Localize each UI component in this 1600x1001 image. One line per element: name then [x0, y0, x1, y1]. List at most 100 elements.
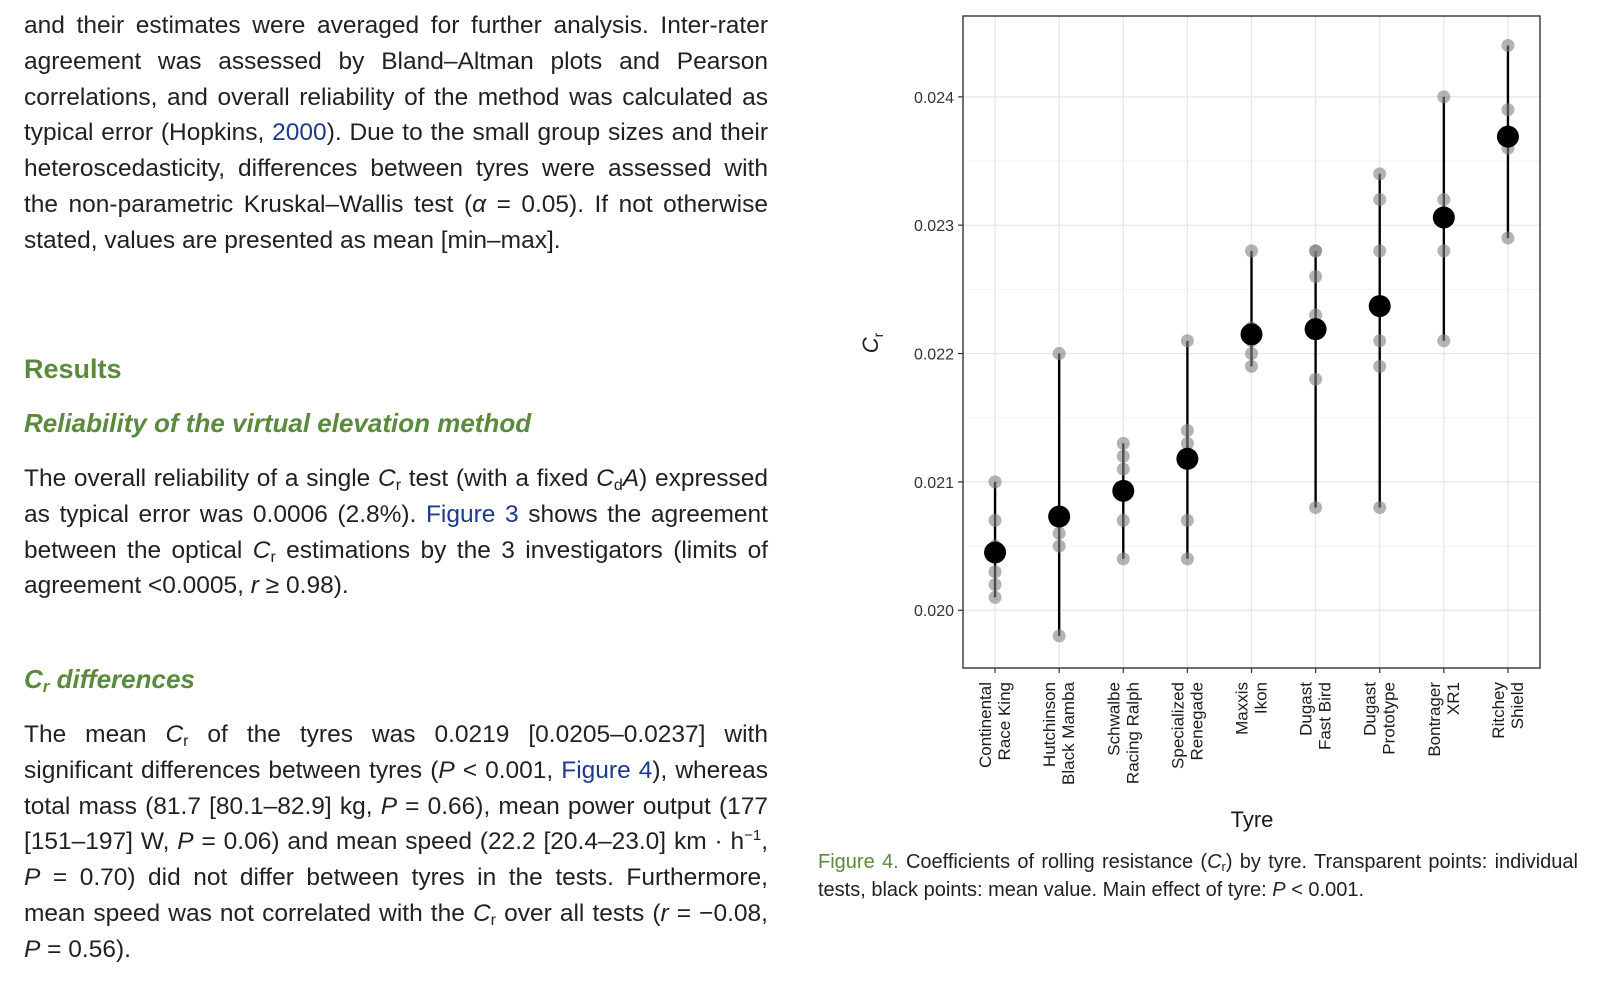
reliability-heading: Reliability of the virtual elevation met…	[24, 408, 532, 438]
individual-test-point	[1116, 436, 1130, 450]
individual-test-point	[1116, 513, 1130, 527]
individual-test-point	[1052, 526, 1066, 540]
cr-differences-heading: Cr differences	[24, 664, 195, 695]
caption-text-c: < 0.001.	[1285, 879, 1365, 901]
diff-text-i: over all tests (	[496, 899, 661, 927]
x-tick-label-line1: Ritchey	[1489, 682, 1508, 739]
caption-text-b: ) by tyre. Transparent points: individua…	[818, 851, 1578, 901]
individual-test-point	[1501, 39, 1515, 53]
diff-text-g: ,	[761, 828, 769, 856]
cr-symbol: C	[377, 465, 396, 492]
diff-text-k: = 0.56).	[40, 935, 131, 963]
individual-test-point	[988, 590, 1002, 604]
reliability-text-b: test (with a fixed	[401, 465, 597, 492]
individual-test-point	[1501, 103, 1515, 117]
p-symbol: P	[438, 756, 455, 784]
caption-cr-subscript: r	[1221, 859, 1226, 874]
individual-test-point	[988, 565, 1002, 579]
reliability-text-a: The overall reliability of a single	[24, 465, 378, 492]
x-tick-label-line1: Dugast	[1297, 682, 1316, 736]
individual-test-point	[1437, 244, 1451, 258]
y-axis-label-main: C	[858, 337, 883, 353]
x-tick-label-line1: Hutchinson	[1040, 682, 1059, 767]
axis-layer: 0.020 0.021 0.022 0.023 0.024 ContinentalRace…	[914, 15, 1541, 785]
individual-test-point	[1373, 501, 1387, 515]
y-tick-label: 0.022	[914, 347, 954, 364]
x-tick-label-text: DugastPrototype	[1361, 682, 1399, 755]
mean-point	[1176, 447, 1199, 470]
individual-test-point	[1180, 552, 1194, 566]
y-axis-label-sub: r	[870, 332, 886, 337]
x-tick-label-line1: Continental	[976, 682, 995, 768]
hopkins-2000-link[interactable]: 2000	[272, 119, 327, 147]
cda-symbol-a: A	[622, 465, 640, 492]
diff-text-j: = −0.08,	[668, 899, 768, 927]
individual-test-point	[1437, 334, 1451, 348]
figure-3-link[interactable]: Figure 3	[425, 500, 519, 528]
marks-layer	[984, 39, 1519, 643]
cr-heading-text: differences	[49, 664, 195, 694]
individual-test-point	[1245, 244, 1258, 258]
x-tick-label-line1: Specialized	[1168, 682, 1187, 769]
x-tick-label: SchwalbeRacing Ralph	[1104, 682, 1142, 784]
x-tick-label: DugastFast Bird	[1297, 682, 1335, 750]
individual-test-point	[1373, 244, 1387, 258]
individual-test-point	[1501, 231, 1515, 245]
y-tick-label: 0.020	[914, 603, 954, 620]
individual-test-point	[1437, 90, 1451, 104]
x-tick-label-text: HutchinsonBlack Mamba	[1040, 681, 1078, 785]
figure-4-link[interactable]: Figure 4	[561, 756, 653, 784]
mean-point	[1496, 125, 1519, 148]
x-tick-label-line1: Maxxis	[1233, 682, 1252, 735]
p-symbol: P	[380, 792, 398, 820]
mean-point	[1304, 318, 1327, 341]
diff-text-a: The mean	[24, 721, 166, 748]
caption-text-a: Coefficients of rolling resistance (	[898, 851, 1208, 873]
x-axis-label: Tyre	[1231, 807, 1274, 832]
individual-test-point	[1052, 347, 1066, 361]
x-tick-label: RitcheyShield	[1489, 682, 1527, 739]
individual-test-point	[1180, 334, 1194, 348]
individual-test-point	[1052, 539, 1066, 553]
caption-p-symbol: P	[1272, 879, 1286, 901]
x-tick-label: SpecializedRenegade	[1168, 682, 1206, 769]
x-tick-label-line1: Schwalbe	[1104, 682, 1123, 756]
reliability-paragraph: The overall reliability of a single Cr t…	[24, 461, 768, 604]
unit-superscript: −1	[744, 827, 762, 845]
individual-test-point	[1180, 436, 1194, 450]
individual-test-point	[1180, 513, 1194, 527]
caption-cr-symbol: C	[1207, 851, 1222, 873]
intro-text-b: ). Due to the small group sizes and thei…	[24, 119, 768, 218]
individual-test-point	[1116, 552, 1130, 566]
cr-heading-subscript: r	[42, 677, 50, 696]
x-tick-label: DugastPrototype	[1361, 682, 1399, 755]
diff-text-d: ), whereas total mass (81.7 [80.1–82.9] …	[24, 756, 768, 820]
diff-text-e: = 0.66), mean power output (177 [151–197…	[24, 792, 769, 856]
individual-test-point	[1373, 334, 1387, 348]
cr-symbol: C	[472, 899, 491, 927]
individual-test-point	[1245, 359, 1258, 373]
mean-point	[1112, 479, 1135, 502]
cr-subscript: r	[183, 733, 189, 750]
individual-test-point	[1180, 424, 1194, 438]
individual-test-point	[988, 578, 1002, 592]
y-tick-label: 0.023	[914, 218, 954, 235]
individual-test-point	[1309, 372, 1323, 386]
x-tick-label-text: BontragerXR1	[1425, 682, 1463, 757]
reliability-text-f: ≥ 0.98).	[258, 572, 349, 600]
intro-text-a: and their estimates were averaged for fu…	[24, 12, 768, 147]
x-tick-label: ContinentalRace King	[976, 682, 1014, 768]
mean-point	[1240, 323, 1263, 346]
mean-point	[1048, 505, 1071, 528]
y-axis-label: Cr	[858, 332, 886, 353]
cda-subscript: d	[613, 477, 623, 494]
reliability-text-e: estimations by the 3 investigators (limi…	[24, 536, 768, 600]
x-tick-label-line2: Prototype	[1380, 682, 1399, 755]
individual-test-point	[1437, 193, 1451, 207]
individual-test-point	[1309, 501, 1323, 515]
p-symbol: P	[24, 935, 41, 963]
figure-label: Figure 4.	[818, 851, 899, 873]
x-tick-label: BontragerXR1	[1425, 682, 1463, 757]
mean-point	[1432, 206, 1455, 229]
